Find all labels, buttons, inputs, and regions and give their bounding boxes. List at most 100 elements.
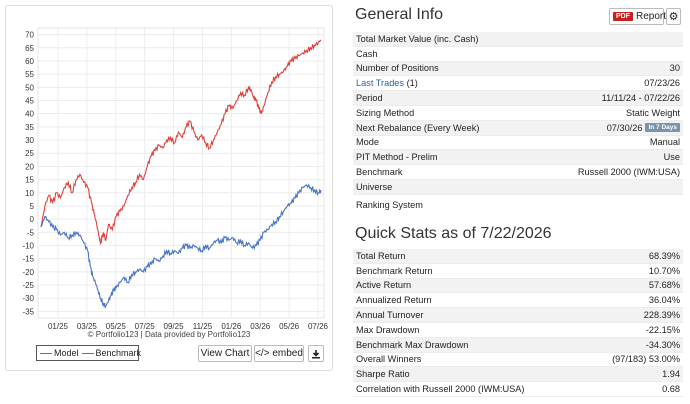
row-universe: Universe [353,179,683,195]
y-tick-label: 20 [25,162,34,171]
row-label: Total Return [356,250,406,261]
gear-icon: ⚙ [668,11,679,23]
row-value: 57.68% [648,280,680,291]
chart-credit: © Portfolio123 | Data provided by Portfo… [87,330,251,339]
row-benchmark-return: Benchmark Return 10.70% [353,264,683,279]
row-label: Universe [356,181,393,192]
y-tick-label: 5 [30,202,35,211]
y-tick-label: -35 [22,307,34,316]
row-value: Manual [649,137,680,148]
row-label: Next Rebalance (Every Week) [356,122,480,133]
row-value: 228.39% [643,310,680,321]
row-total-market-value: Total Market Value (inc. Cash) [353,32,683,47]
x-tick-label: 03/26 [250,322,271,331]
row-overall-winners: Overall Winners (97/183) 53.00% [353,353,683,368]
download-icon [312,349,320,358]
y-tick-label: 60 [25,57,34,66]
settings-button[interactable]: ⚙ [666,8,681,25]
row-label: PIT Method - Prelim [356,152,438,163]
row-label: Period [356,93,383,104]
row-active-return: Active Return 57.68% [353,278,683,294]
y-tick-label: 15 [25,176,34,185]
plot-area [37,27,325,319]
row-value-wrap: 07/30/26 In 7 Days [607,123,680,133]
quick-stats-table: Total Return 68.39% Benchmark Return 10.… [353,249,683,397]
last-trades-date[interactable]: 07/23/26 [644,78,680,89]
row-value: 0.68 [662,384,680,395]
row-label: Mode [356,137,379,148]
row-label: Overall Winners [356,354,422,365]
x-tick-label: 07/26 [308,322,329,331]
row-value: 36.04% [648,295,680,306]
x-tick-label: 07/25 [135,322,156,331]
row-value: Use [663,152,680,163]
number-of-positions-link[interactable]: Number of Positions [356,63,439,74]
legend-item-benchmark[interactable]: Benchmark [81,348,141,358]
row-label: Cash [356,48,378,59]
benchmark-swatch [81,352,94,354]
x-tick-label: 01/25 [48,322,69,331]
legend-item-model[interactable]: Model [40,348,79,358]
row-label: Sharpe Ratio [356,369,410,380]
last-trades-link[interactable]: Last Trades [356,78,405,89]
row-label: Benchmark [356,167,403,178]
row-value: -22.15% [645,324,680,335]
row-label: Correlation with Russell 2000 (IWM:USA) [356,384,525,395]
number-of-positions-value[interactable]: 30 [669,63,680,74]
chart-lines [40,39,322,310]
last-trades-count: (1) [406,78,418,89]
general-info-table: Total Market Value (inc. Cash) Cash Numb… [353,32,683,215]
row-label-wrap: Last Trades (1) [356,78,418,88]
row-sharpe-ratio: Sharpe Ratio 1.94 [353,367,683,383]
row-value: 1.94 [662,369,680,380]
chart-legend: Model Benchmark [36,345,141,361]
row-label: Annualized Return [356,295,432,306]
y-tick-label: 25 [25,149,34,158]
row-pit-method: PIT Method - Prelim Use [353,150,683,166]
row-next-rebalance: Next Rebalance (Every Week) 07/30/26 In … [353,120,683,136]
y-tick-label: 50 [25,83,34,92]
x-tick-label: 09/25 [164,322,185,331]
y-tick-label: -10 [22,242,34,251]
row-total-return: Total Return 68.39% [353,249,683,264]
report-button[interactable]: PDF Report [609,8,667,25]
row-label: Total Market Value (inc. Cash) [356,33,479,44]
view-chart-button[interactable]: View Chart [198,345,252,362]
row-max-drawdown: Max Drawdown -22.15% [353,323,683,338]
series-line-model [40,39,322,246]
row-value: Russell 2000 (IWM:USA) [577,167,680,178]
x-tick-label: 05/26 [279,322,300,331]
pdf-icon: PDF [613,12,633,21]
general-info-title: General Info [355,6,444,23]
row-annualized-return: Annualized Return 36.04% [353,293,683,309]
row-value: 11/11/24 - 07/22/26 [601,93,680,104]
row-period: Period 11/11/24 - 07/22/26 [353,91,683,106]
row-value: 10.70% [648,265,680,276]
row-value: 68.39% [648,250,680,261]
y-tick-label: 30 [25,136,34,145]
row-benchmark-max-drawdown: Benchmark Max Drawdown -34.30% [353,337,683,353]
y-tick-label: -15 [22,255,34,264]
download-button[interactable] [308,345,324,362]
chart-grid [38,28,324,318]
y-tick-label: -5 [27,228,35,237]
performance-chart: 7065605550454035302520151050-5-10-15-20-… [22,27,329,331]
quick-stats-title: Quick Stats as of 7/22/2026 [355,225,552,242]
row-value: -34.30% [645,339,680,350]
row-label: Annual Turnover [356,310,424,321]
y-tick-label: 40 [25,110,34,119]
row-value: (97/183) 53.00% [612,354,680,365]
embed-button[interactable]: </> embed [254,345,304,362]
row-label: Benchmark Max Drawdown [356,339,469,350]
row-benchmark: Benchmark Russell 2000 (IWM:USA) [353,165,683,180]
x-tick-label: 03/25 [77,322,98,331]
y-tick-label: 45 [25,97,34,106]
row-label: Sizing Method [356,107,415,118]
series-line-benchmark [40,183,322,310]
report-label: Report [636,11,667,22]
row-label: Max Drawdown [356,324,420,335]
next-rebalance-date: 07/30/26 [606,122,643,133]
y-tick-label: 55 [25,70,34,79]
legend-model-label: Model [54,348,79,358]
y-tick-label: -30 [22,294,34,303]
